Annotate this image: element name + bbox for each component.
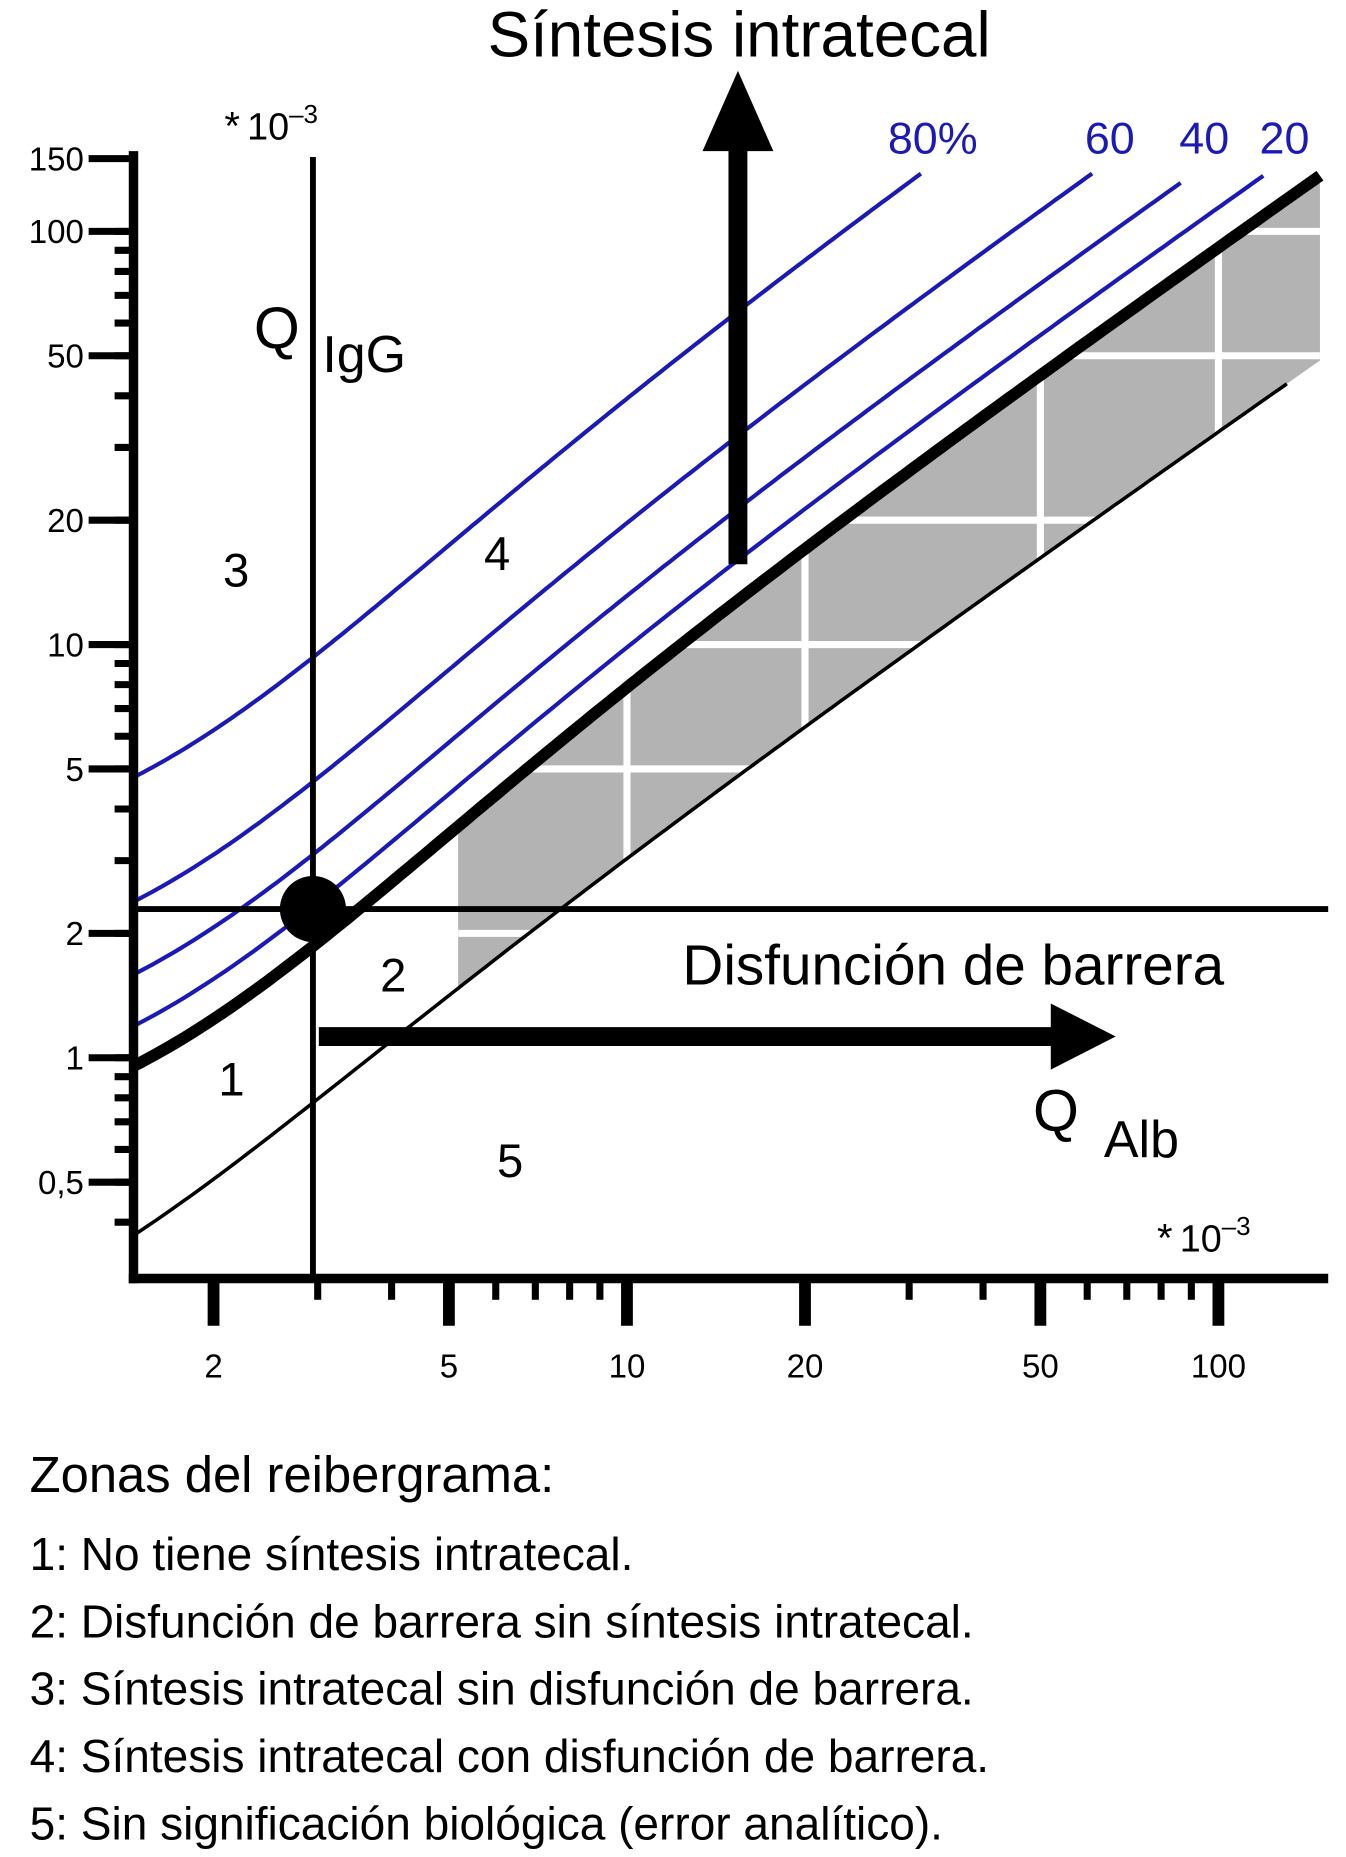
gray-area xyxy=(458,175,1320,989)
legend-item: 2: Disfunción de barrera sin síntesis in… xyxy=(30,1595,974,1647)
reference-point xyxy=(279,875,346,943)
y-label-sub: IgG xyxy=(322,326,406,384)
y-tick-label: 100 xyxy=(29,214,84,251)
barrier-label: Disfunción de barrera xyxy=(682,935,1224,998)
zone-label: 2 xyxy=(380,950,406,1003)
curve-label: 40 xyxy=(1179,112,1229,163)
legend-item: 5: Sin significación biológica (error an… xyxy=(30,1797,943,1849)
base: 10 xyxy=(247,106,289,148)
arrow-up-head xyxy=(702,70,774,152)
x-tick-label: 100 xyxy=(1191,1349,1246,1386)
x-tick-label: 50 xyxy=(1022,1349,1059,1386)
star: * xyxy=(1157,1215,1173,1260)
zone-label: 1 xyxy=(218,1054,244,1107)
y-tick-label: 10 xyxy=(47,627,84,664)
arrow-right-head xyxy=(1050,1003,1116,1070)
lower-limit xyxy=(132,382,1288,1237)
title: Síntesis intratecal xyxy=(488,0,991,71)
curve-label: 60 xyxy=(1085,112,1135,163)
legend-item: 1: No tiene síntesis intratecal. xyxy=(30,1528,634,1580)
x-tick-label: 20 xyxy=(787,1349,824,1386)
x-tick-label: 2 xyxy=(204,1349,222,1386)
y-tick-label: 1 xyxy=(66,1041,84,1078)
y-tick-label: 5 xyxy=(66,752,84,789)
base: 10 xyxy=(1180,1218,1222,1260)
zone-label: 5 xyxy=(497,1135,523,1188)
fraction-curve xyxy=(132,171,1094,904)
curve-label: 80% xyxy=(888,112,978,163)
y-tick-label: 150 xyxy=(29,141,84,178)
fraction-curve xyxy=(132,181,1182,977)
y-tick-label: 2 xyxy=(66,916,84,953)
y-tick-label: 50 xyxy=(47,339,84,376)
x-multiplier: * 10–3 xyxy=(1157,1211,1251,1261)
x-label: Q xyxy=(1033,1078,1079,1144)
x-tick-label: 10 xyxy=(609,1349,646,1386)
x-tick-label: 5 xyxy=(440,1349,458,1386)
zone-label: 4 xyxy=(484,528,510,581)
y-multiplier: * 10–3 xyxy=(224,99,318,149)
x-label-sub: Alb xyxy=(1104,1111,1179,1169)
legend-title: Zonas del reibergrama: xyxy=(30,1446,555,1503)
y-tick-label: 0,5 xyxy=(38,1165,84,1202)
exponent: –3 xyxy=(289,99,318,129)
legend-item: 4: Síntesis intratecal con disfunción de… xyxy=(30,1730,990,1782)
hatch-region xyxy=(458,175,1320,989)
curve-label: 20 xyxy=(1260,112,1310,163)
y-label: Q xyxy=(254,295,300,361)
fraction-curve xyxy=(132,171,923,780)
star: * xyxy=(224,103,240,148)
exponent: –3 xyxy=(1222,1211,1251,1241)
y-tick-label: 20 xyxy=(47,503,84,540)
legend-item: 3: Síntesis intratecal sin disfunción de… xyxy=(30,1663,974,1715)
zone-label: 3 xyxy=(223,545,249,598)
